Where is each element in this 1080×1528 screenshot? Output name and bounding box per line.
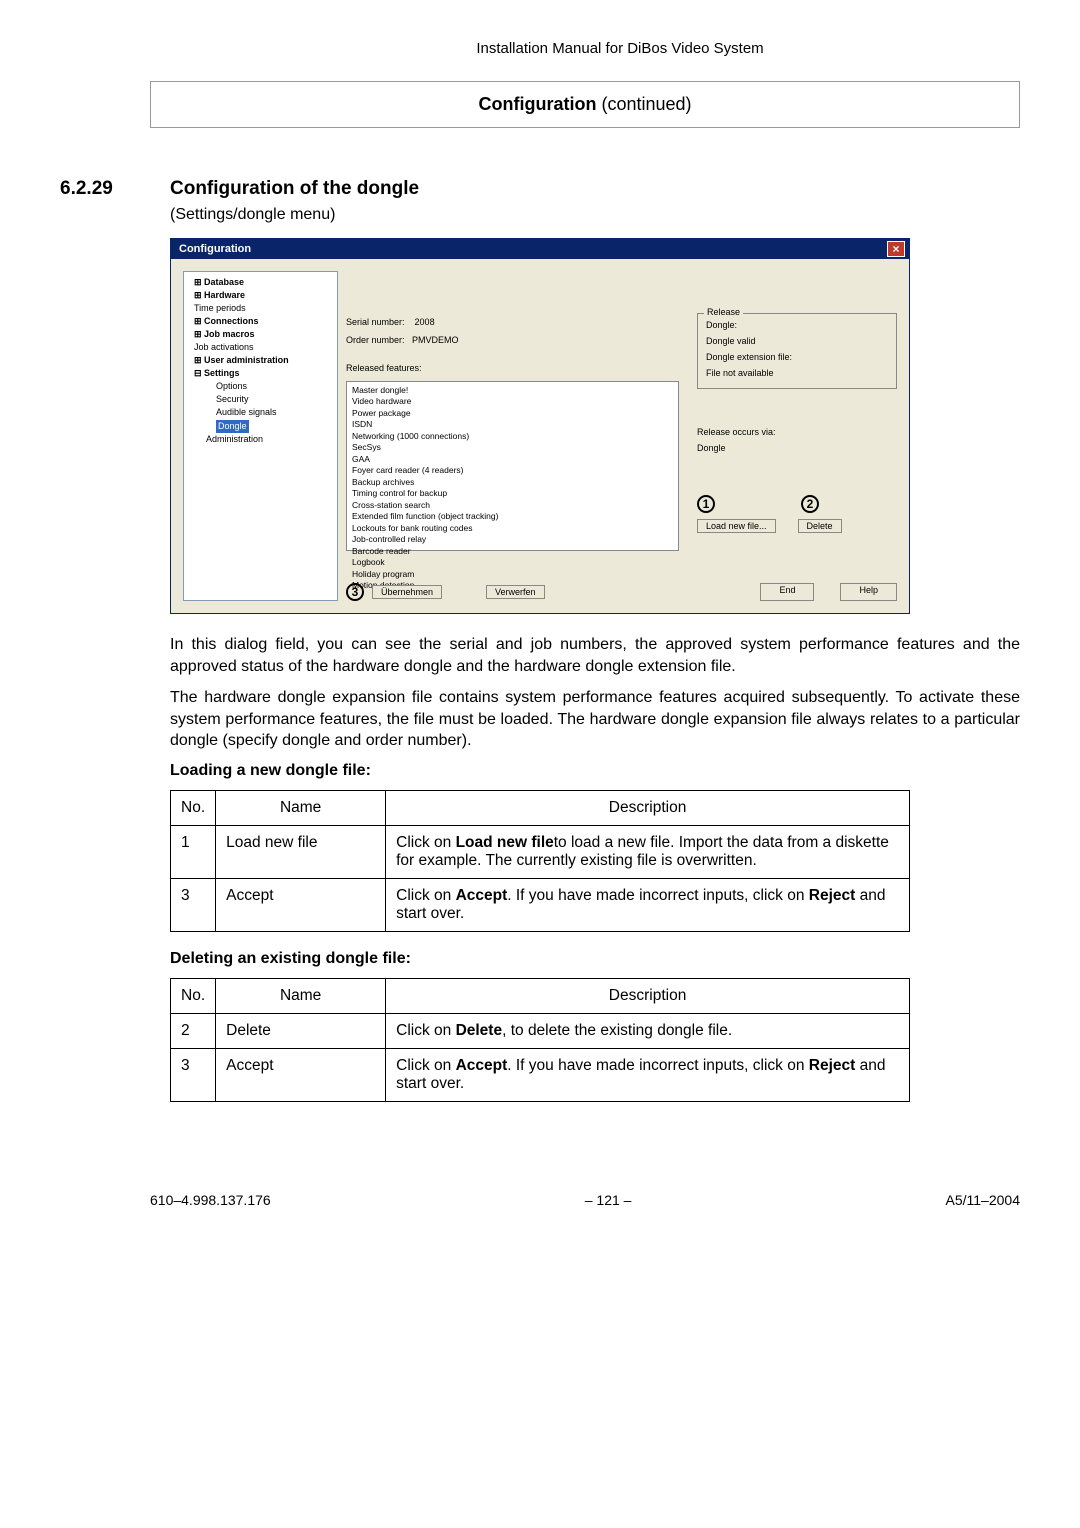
feature-item: Timing control for backup [352,488,673,499]
subhead-deleting: Deleting an existing dongle file: [170,950,1020,968]
dialog-titlebar: Configuration × [171,239,909,259]
tree-item[interactable]: ⊞ Job macros [186,328,335,341]
table-loading: No. Name Description 1Load new fileClick… [170,790,910,932]
feature-item: Backup archives [352,477,673,488]
release-legend: Release [704,307,743,317]
feature-item: ISDN [352,419,673,430]
feature-item: Job-controlled relay [352,534,673,545]
end-button[interactable]: End [760,583,814,601]
feature-item: Barcode reader [352,546,673,557]
table-row: 3AcceptClick on Accept. If you have made… [171,1048,910,1101]
feature-item: Foyer card reader (4 readers) [352,465,673,476]
occurs-label: Release occurs via: [697,427,897,437]
tree-item[interactable]: ⊞ Hardware [186,289,335,302]
table-row: 3AcceptClick on Accept. If you have made… [171,878,910,931]
table-row: 1Load new fileClick on Load new fileto l… [171,825,910,878]
delete-button[interactable]: Delete [798,519,842,533]
th-no-2: No. [171,978,216,1013]
load-new-file-button[interactable]: Load new file... [697,519,776,533]
nav-tree[interactable]: ⊞ Database⊞ Hardware Time periods⊞ Conne… [183,271,338,601]
release-group: Release Dongle: Dongle valid Dongle exte… [697,313,897,389]
tree-item[interactable]: Time periods [186,302,335,315]
tree-item[interactable]: Audible signals [186,406,335,419]
serial-value: 2008 [415,317,435,327]
footer-right: A5/11–2004 [946,1192,1020,1208]
tree-item-administration[interactable]: Administration [186,433,335,446]
feature-item: Lockouts for bank routing codes [352,523,673,534]
table-row: 2DeleteClick on Delete, to delete the ex… [171,1013,910,1048]
section-number: 6.2.29 [60,178,140,200]
subhead-loading: Loading a new dongle file: [170,762,1020,780]
order-label: Order number: [346,335,405,345]
released-features-list: Master dongle!Video hardwarePower packag… [346,381,679,551]
feature-item: GAA [352,454,673,465]
feature-item: Logbook [352,557,673,568]
tree-item[interactable]: Security [186,393,335,406]
tree-item[interactable]: Options [186,380,335,393]
tree-item[interactable]: ⊞ Connections [186,315,335,328]
section-title-bold: Configuration [478,94,596,114]
th-name-2: Name [216,978,386,1013]
occurs-value: Dongle [697,443,897,453]
section-title-box: Configuration (continued) [150,81,1020,128]
feature-item: Cross-station search [352,500,673,511]
th-desc-2: Description [386,978,910,1013]
feature-item: Extended film function (object tracking) [352,511,673,522]
callout-2: 2 [801,495,819,513]
rel-dongle-label: Dongle: [706,320,888,330]
section-title-rest: (continued) [596,94,691,114]
footer-center: – 121 – [585,1192,632,1208]
feature-item: SecSys [352,442,673,453]
paragraph-2: The hardware dongle expansion file conta… [170,687,1020,752]
feature-item: Master dongle! [352,385,673,396]
footer-left: 610–4.998.137.176 [150,1192,271,1208]
released-label: Released features: [346,363,679,373]
th-name: Name [216,790,386,825]
ubernehmen-button[interactable]: Übernehmen [372,585,442,599]
dialog-title: Configuration [179,243,251,255]
section-subtitle: (Settings/dongle menu) [170,206,1020,224]
rel-dongle-value: Dongle valid [706,336,888,346]
tree-item[interactable]: Job activations [186,341,335,354]
serial-label: Serial number: [346,317,405,327]
table-deleting: No. Name Description 2DeleteClick on Del… [170,978,910,1102]
tree-item[interactable]: ⊞ Database [186,276,335,289]
th-no: No. [171,790,216,825]
feature-item: Video hardware [352,396,673,407]
feature-item: Networking (1000 connections) [352,431,673,442]
rel-ext-value: File not available [706,368,888,378]
feature-item: Power package [352,408,673,419]
tree-selected-dongle[interactable]: Dongle [216,420,249,433]
config-dialog: Configuration × ⊞ Database⊞ Hardware Tim… [170,238,910,614]
page-footer: 610–4.998.137.176 – 121 – A5/11–2004 [150,1192,1020,1208]
page-header: Installation Manual for DiBos Video Syst… [60,40,1020,57]
paragraph-1: In this dialog field, you can see the se… [170,634,1020,677]
verwerfen-button[interactable]: Verwerfen [486,585,545,599]
section-heading: Configuration of the dongle [170,178,419,200]
th-desc: Description [386,790,910,825]
tree-item[interactable]: ⊞ User administration [186,354,335,367]
order-value: PMVDEMO [412,335,459,345]
close-icon[interactable]: × [887,241,905,257]
help-button[interactable]: Help [840,583,897,601]
callout-1: 1 [697,495,715,513]
callout-3: 3 [346,583,364,601]
rel-ext-label: Dongle extension file: [706,352,888,362]
tree-item[interactable]: ⊟ Settings [186,367,335,380]
